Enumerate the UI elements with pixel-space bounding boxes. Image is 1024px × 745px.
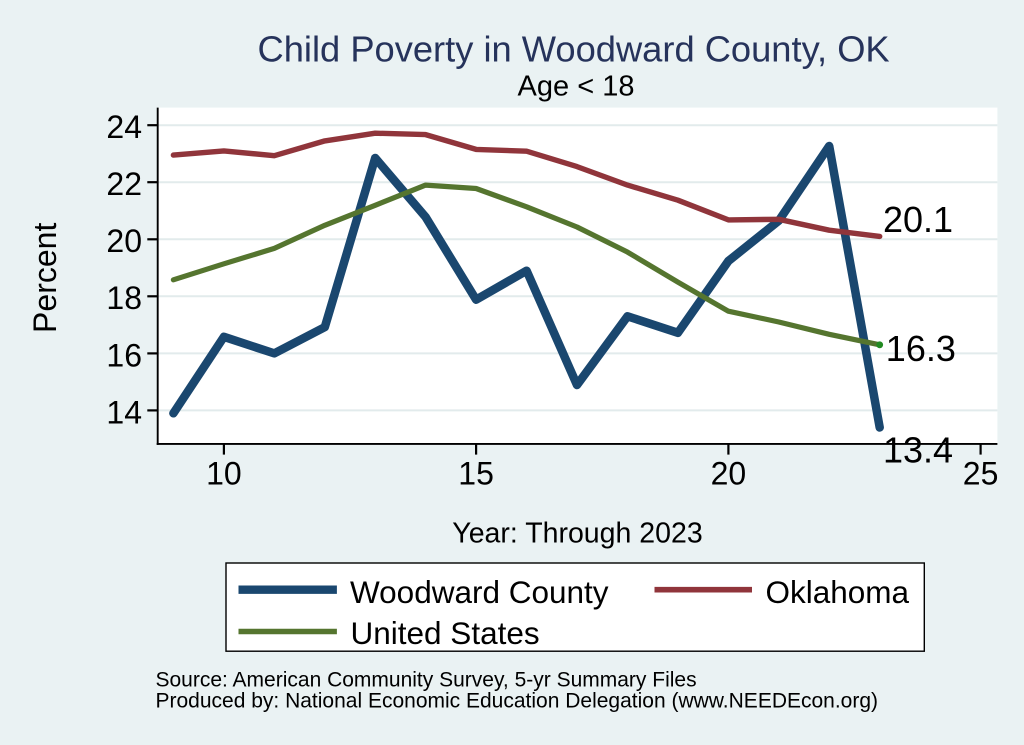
svg-text:20.1: 20.1 bbox=[883, 199, 953, 240]
svg-text:Year: Through 2023: Year: Through 2023 bbox=[452, 518, 702, 550]
svg-text:Source: American Community Sur: Source: American Community Survey, 5-yr … bbox=[156, 669, 697, 692]
svg-text:18: 18 bbox=[106, 280, 142, 316]
svg-text:14: 14 bbox=[106, 394, 142, 430]
svg-text:Produced by: National Economic: Produced by: National Economic Education… bbox=[156, 690, 879, 713]
svg-text:Age < 18: Age < 18 bbox=[518, 71, 635, 103]
svg-text:13.4: 13.4 bbox=[883, 430, 953, 471]
svg-text:16: 16 bbox=[106, 337, 142, 373]
svg-text:Percent: Percent bbox=[27, 223, 63, 333]
svg-text:15: 15 bbox=[458, 455, 494, 491]
svg-text:10: 10 bbox=[206, 455, 242, 491]
svg-text:24: 24 bbox=[106, 109, 142, 145]
svg-text:United States: United States bbox=[351, 615, 540, 651]
svg-text:25: 25 bbox=[963, 455, 999, 491]
svg-text:Child Poverty in Woodward Coun: Child Poverty in Woodward County, OK bbox=[258, 29, 890, 70]
svg-text:20: 20 bbox=[711, 455, 747, 491]
svg-text:22: 22 bbox=[106, 166, 142, 202]
svg-text:20: 20 bbox=[106, 223, 142, 259]
svg-text:Oklahoma: Oklahoma bbox=[766, 574, 910, 610]
svg-text:Woodward County: Woodward County bbox=[350, 574, 609, 610]
svg-text:16.3: 16.3 bbox=[886, 328, 956, 369]
